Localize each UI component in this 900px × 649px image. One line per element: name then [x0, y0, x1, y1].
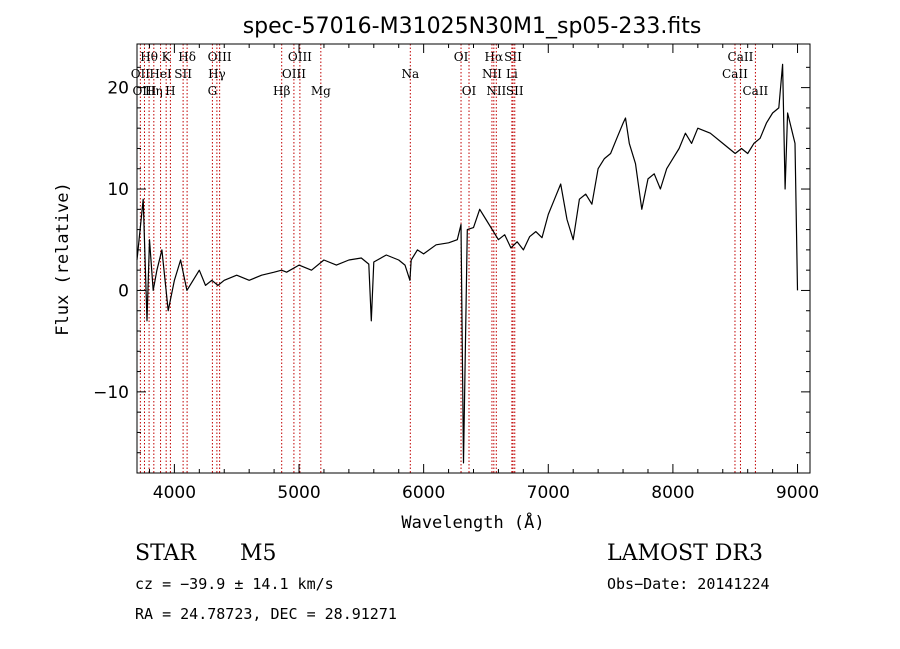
line-label: NII [486, 84, 506, 98]
line-label: CaII [728, 50, 754, 64]
y-axis-label: Flux (relative) [53, 182, 73, 336]
line-label: Mg [311, 84, 331, 98]
line-label: SII [174, 67, 192, 81]
line-label: SII [504, 50, 522, 64]
object-class: STAR [135, 541, 196, 566]
line-label: OI [462, 84, 477, 98]
x-tick-label: 4000 [153, 483, 196, 503]
line-label: SII [506, 84, 524, 98]
x-axis-label: Wavelength (Å) [401, 511, 544, 533]
chart-title: spec-57016-M31025N30M1_sp05-233.fits [243, 14, 702, 39]
line-label: OIII [282, 67, 306, 81]
x-tick-label: 7000 [527, 483, 570, 503]
line-label: Hβ [273, 84, 290, 98]
plot-frame [136, 43, 811, 474]
y-tick-label: 0 [118, 281, 129, 301]
line-label: Li [506, 67, 518, 81]
coordinates: RA = 24.78723, DEC = 28.91271 [135, 605, 397, 623]
observation-date: Obs−Date: 20141224 [607, 575, 770, 593]
line-label: H [165, 84, 175, 98]
object-subclass: M5 [240, 541, 277, 566]
line-label: OII [131, 67, 151, 81]
x-tick-label: 9000 [776, 483, 819, 503]
line-label: OIII [208, 50, 232, 64]
line-label: CaII [722, 67, 748, 81]
line-label: OIII [288, 50, 312, 64]
line-label: G [208, 84, 218, 98]
x-tick-label: 6000 [402, 483, 445, 503]
line-label: Hγ [208, 67, 226, 81]
redshift-velocity: cz = −39.9 ± 14.1 km/s [135, 575, 334, 593]
x-tick-label: 5000 [277, 483, 320, 503]
line-label: Na [401, 67, 419, 81]
series-layer [136, 63, 799, 464]
line-label: K [162, 50, 172, 64]
survey-name: LAMOST DR3 [607, 541, 763, 566]
line-label: Hα [485, 50, 504, 64]
line-label: Hθ [140, 50, 158, 64]
axis-ticks: 4000 5000 6000 7000 8000 9000 −10 0 10 20 [93, 44, 819, 503]
line-label: NII [482, 67, 502, 81]
spectrum-line [136, 63, 799, 464]
line-label: OI [454, 50, 469, 64]
line-label: CaII [742, 84, 768, 98]
x-tick-label: 8000 [651, 483, 694, 503]
line-label: HeI [149, 67, 172, 81]
line-label: Hη [145, 84, 163, 98]
y-tick-label: 10 [107, 180, 129, 200]
y-tick-label: 20 [107, 79, 129, 99]
line-label: Hδ [178, 50, 196, 64]
y-tick-label: −10 [93, 383, 129, 403]
